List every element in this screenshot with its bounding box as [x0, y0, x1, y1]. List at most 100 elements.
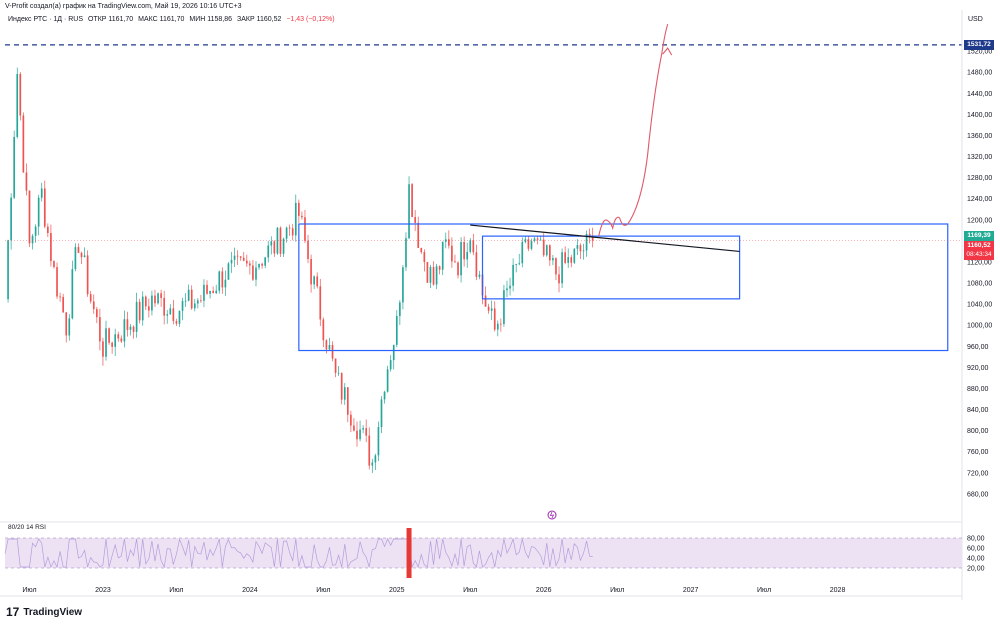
candle-body [503, 290, 505, 325]
y-tick-label: 1320,00 [967, 154, 992, 161]
candle-body [10, 197, 12, 241]
candle-body [536, 238, 539, 240]
candle-body [252, 265, 254, 280]
candle-body [487, 306, 490, 311]
candle-body [353, 425, 355, 431]
candles-group [7, 67, 594, 474]
y-tick-label: 1200,00 [967, 217, 992, 224]
candle-body [466, 251, 469, 260]
candle-body [175, 321, 178, 324]
candle-body [28, 190, 31, 244]
candle-body [181, 301, 184, 311]
candle-body [558, 274, 560, 284]
candle-body [392, 344, 395, 361]
currency-label[interactable]: USD [968, 16, 983, 23]
candle-body [374, 455, 377, 463]
candle-body [135, 301, 138, 332]
candle-body [506, 288, 508, 291]
candle-body [441, 241, 444, 270]
x-tick-label: Июл [169, 587, 183, 594]
candle-body [117, 334, 120, 339]
candle-body [319, 286, 322, 320]
ohlc-legend: Индекс РТС · 1Д · RUS ОТКР 1161,70 МАКС … [8, 16, 338, 23]
candle-body [500, 323, 502, 325]
candle-body [169, 308, 172, 315]
candle-body [389, 360, 392, 370]
candle-body [515, 264, 518, 266]
candle-body [285, 227, 288, 239]
candle-body [564, 252, 566, 263]
price-axis[interactable]: 680,00 720,00 760,00 800,00 840,00 880,00 920,… [961, 10, 992, 600]
rsi-label[interactable]: 80/20 14 RSI [8, 524, 46, 531]
symbol-title[interactable]: Индекс РТС · 1Д · RUS [8, 16, 84, 23]
candle-body [62, 296, 64, 313]
candle-body [539, 239, 542, 241]
candle-body [429, 267, 432, 283]
change-value: −1,43 (−0,12%) [286, 16, 335, 23]
candle-body [530, 240, 533, 249]
x-tick-label: Июл [757, 587, 771, 594]
candle-body [533, 238, 536, 241]
candle-body [209, 290, 211, 294]
candle-body [340, 372, 343, 400]
candle-body [160, 293, 162, 298]
dashed-level-tag: 1531,72 [964, 40, 994, 50]
candle-body [457, 262, 459, 276]
candle-body [298, 202, 300, 216]
candle-body [496, 323, 499, 330]
y-tick-label: 1520,00 [967, 49, 992, 56]
candle-body [399, 302, 401, 317]
candle-body [570, 257, 573, 263]
range-box [481, 235, 741, 300]
candle-body [337, 372, 340, 374]
candle-body [224, 279, 227, 288]
candle-body [451, 245, 453, 262]
candle-body [270, 241, 273, 246]
candle-body [343, 387, 346, 400]
y-tick-label: 1480,00 [967, 70, 992, 77]
candle-body [50, 233, 52, 262]
candle-body [282, 238, 285, 254]
candle-body [447, 239, 450, 246]
tradingview-logo[interactable]: 17 TradingView [6, 605, 82, 619]
y-tick-label: 720,00 [967, 470, 989, 477]
x-tick-label: 2023 [95, 587, 111, 594]
candle-body [334, 358, 337, 373]
rsi-tick-label: 80,00 [967, 536, 985, 543]
rsi-pane: 80,00 60,00 40,00 20,00 [0, 521, 985, 578]
time-axis[interactable]: Июл 2023 Июл 2024 Июл 2025 Июл 2026 Июл 2027 Июл 20… [0, 587, 962, 597]
y-tick-label: 760,00 [967, 449, 989, 456]
candle-body [43, 188, 46, 227]
candle-body [129, 326, 132, 330]
candle-body [463, 241, 465, 260]
candle-body [7, 240, 9, 300]
candle-body [356, 430, 358, 440]
candle-body [172, 308, 175, 322]
candle-body [187, 289, 190, 301]
candle-body [47, 226, 49, 234]
candle-body [276, 227, 279, 254]
candle-body [148, 306, 150, 311]
candle-body [13, 136, 16, 198]
y-tick-label: 1240,00 [967, 196, 992, 203]
high-value: МАКС 1161,70 [138, 16, 185, 23]
candle-body [190, 289, 193, 309]
candle-body [307, 240, 309, 259]
candle-body [233, 255, 236, 260]
candle-body [579, 245, 582, 252]
candle-body [166, 314, 169, 316]
tradingview-wordmark: TradingView [23, 606, 83, 618]
candle-body [414, 217, 417, 223]
y-tick-label: 1040,00 [967, 302, 992, 309]
candle-body [582, 250, 585, 252]
rsi-line [4, 537, 593, 569]
last-price-tag: 1160,52 [964, 241, 994, 251]
candle-body [294, 202, 297, 236]
candle-body [80, 252, 83, 258]
tradingview-icon: 17 [6, 605, 20, 619]
candle-body [591, 236, 594, 241]
candle-body [365, 428, 368, 436]
candle-body [576, 245, 579, 249]
candle-body [123, 319, 126, 342]
